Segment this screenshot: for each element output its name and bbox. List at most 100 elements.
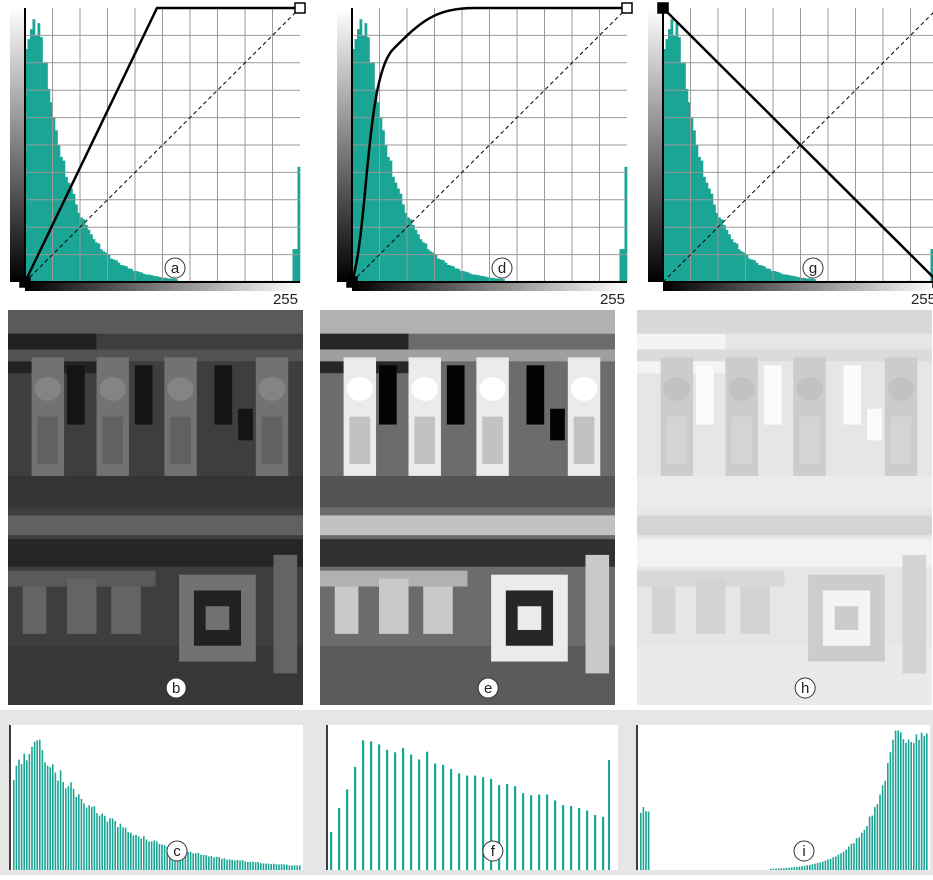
histogram-bar <box>506 784 508 870</box>
histogram-bar <box>91 807 93 870</box>
histogram-bar <box>123 265 126 282</box>
histogram-bar <box>291 865 293 870</box>
histogram-bar <box>832 857 834 870</box>
histogram-bar <box>203 855 205 870</box>
histogram-bar <box>921 733 923 870</box>
histogram-bar <box>843 852 845 870</box>
histogram-bar <box>250 862 252 870</box>
histogram-bar <box>73 194 76 282</box>
histogram-bar <box>99 816 101 870</box>
photo-figure <box>262 417 283 464</box>
histogram-bar <box>817 863 819 870</box>
histogram-bar <box>845 850 847 870</box>
histogram-bar <box>733 242 736 282</box>
histogram-bar <box>554 800 556 870</box>
histogram-bar <box>143 274 146 282</box>
histogram-bar <box>93 239 96 282</box>
histogram-bar <box>33 19 36 282</box>
histogram-bar <box>648 812 650 870</box>
histogram-bar <box>770 869 772 870</box>
histogram-bar <box>101 814 103 870</box>
histogram-bar <box>109 818 111 870</box>
histogram-bar <box>731 239 734 282</box>
histogram-bar <box>887 763 889 870</box>
histogram-bar <box>127 832 129 870</box>
histogram-bar <box>263 864 265 870</box>
histogram-bar <box>35 35 38 282</box>
histogram-bar <box>796 867 798 870</box>
histogram-bar <box>187 852 189 870</box>
histogram-bar <box>402 748 404 870</box>
histogram-bar <box>892 740 894 870</box>
histogram-bar <box>270 864 272 870</box>
photo-figure <box>796 377 823 401</box>
histogram-bar <box>608 760 610 870</box>
histogram-bar <box>107 822 109 870</box>
histogram-bar <box>400 194 403 282</box>
histogram-bar <box>49 767 51 870</box>
photo-carving <box>652 587 676 634</box>
control-point <box>347 277 357 287</box>
histogram-bar <box>88 805 90 870</box>
histogram-bar <box>62 782 64 870</box>
photo-region <box>320 646 615 705</box>
histogram-bar <box>871 815 873 870</box>
histogram-bar <box>115 260 118 282</box>
histogram-bar <box>726 230 729 282</box>
histogram-bar <box>693 130 696 282</box>
histogram-bar <box>268 864 270 870</box>
photo-shadow <box>764 365 782 424</box>
histogram-bar <box>330 832 332 870</box>
histogram-bar <box>856 838 858 870</box>
photo-figure <box>38 417 59 464</box>
histogram-bar <box>276 864 278 870</box>
histogram-bar <box>897 730 899 870</box>
histogram-bar <box>445 263 448 282</box>
histogram-bar <box>801 866 803 870</box>
histogram-bar <box>778 272 781 282</box>
histogram-bar <box>231 860 233 870</box>
histogram-bar <box>773 869 775 870</box>
photo-region <box>8 476 303 508</box>
photo-region <box>637 310 932 334</box>
histogram-bar <box>213 857 215 870</box>
histogram-bar <box>299 865 301 870</box>
histogram-bar <box>382 130 385 282</box>
histogram-panel <box>637 725 930 870</box>
histogram-bar <box>125 828 127 870</box>
histogram-bar <box>30 29 33 282</box>
photo-figure <box>479 377 506 401</box>
output-gradient <box>25 282 300 291</box>
histogram-bar <box>117 827 119 870</box>
photo-region <box>637 476 932 508</box>
histogram-bar <box>620 249 623 282</box>
histogram-bar <box>159 844 161 870</box>
histogram-bar <box>68 183 71 282</box>
histogram-bar <box>68 786 70 870</box>
axis-max-label: 255 <box>911 291 933 308</box>
histogram-bar <box>16 766 18 870</box>
histogram-bar <box>466 776 468 870</box>
histogram-bar <box>812 864 814 870</box>
histogram-bar <box>130 833 132 870</box>
histogram-bar <box>830 859 832 870</box>
photo-carving <box>696 579 726 634</box>
histogram-bar <box>696 145 699 282</box>
histogram-bar <box>806 865 808 870</box>
histogram-bar <box>148 841 150 870</box>
photo-carving <box>740 587 770 634</box>
histogram-bar <box>128 268 131 282</box>
histogram-bar <box>903 739 905 870</box>
histogram-bar <box>622 249 625 282</box>
histogram-bar <box>793 867 795 870</box>
photo-carving <box>903 555 927 674</box>
histogram-bar <box>412 225 415 282</box>
histogram-bar <box>57 781 59 870</box>
histogram-bar <box>475 275 478 282</box>
histogram-bar <box>430 251 433 282</box>
photo-carving <box>111 587 141 634</box>
histogram-bar <box>809 865 811 870</box>
histogram-bar <box>190 852 192 870</box>
histogram-bar <box>465 272 468 282</box>
histogram-bar <box>265 864 267 870</box>
